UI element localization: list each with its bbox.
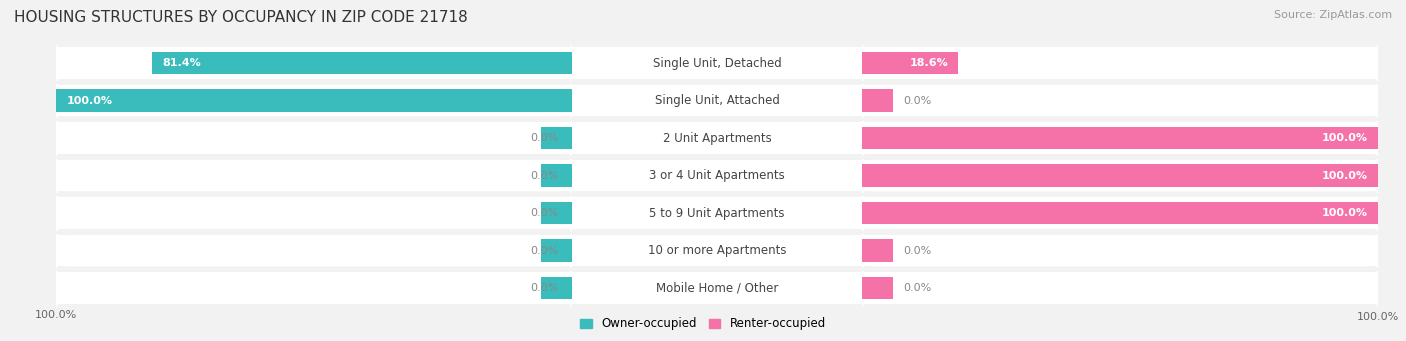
- FancyBboxPatch shape: [862, 229, 1378, 341]
- FancyBboxPatch shape: [56, 116, 572, 235]
- Text: 100.0%: 100.0%: [1322, 133, 1368, 143]
- FancyBboxPatch shape: [862, 89, 893, 112]
- FancyBboxPatch shape: [56, 41, 572, 160]
- Text: Source: ZipAtlas.com: Source: ZipAtlas.com: [1274, 10, 1392, 20]
- Text: 0.0%: 0.0%: [530, 133, 558, 143]
- Legend: Owner-occupied, Renter-occupied: Owner-occupied, Renter-occupied: [575, 313, 831, 335]
- Text: 100.0%: 100.0%: [1322, 208, 1368, 218]
- FancyBboxPatch shape: [862, 164, 1378, 187]
- Text: 2 Unit Apartments: 2 Unit Apartments: [662, 132, 772, 145]
- FancyBboxPatch shape: [862, 239, 893, 262]
- Text: 0.0%: 0.0%: [530, 283, 558, 293]
- FancyBboxPatch shape: [578, 235, 856, 266]
- FancyBboxPatch shape: [541, 127, 572, 149]
- FancyBboxPatch shape: [862, 191, 1378, 310]
- FancyBboxPatch shape: [862, 4, 1378, 122]
- Text: 0.0%: 0.0%: [530, 170, 558, 181]
- FancyBboxPatch shape: [572, 85, 1406, 116]
- Text: 100.0%: 100.0%: [1322, 170, 1368, 181]
- FancyBboxPatch shape: [578, 47, 856, 79]
- FancyBboxPatch shape: [572, 272, 1406, 304]
- FancyBboxPatch shape: [56, 85, 572, 116]
- FancyBboxPatch shape: [862, 41, 1378, 160]
- Text: Single Unit, Detached: Single Unit, Detached: [652, 57, 782, 70]
- FancyBboxPatch shape: [56, 4, 572, 122]
- FancyBboxPatch shape: [862, 202, 1378, 224]
- FancyBboxPatch shape: [862, 116, 1378, 235]
- FancyBboxPatch shape: [578, 272, 856, 304]
- FancyBboxPatch shape: [862, 197, 1378, 229]
- Text: 0.0%: 0.0%: [530, 246, 558, 256]
- FancyBboxPatch shape: [541, 277, 572, 299]
- FancyBboxPatch shape: [862, 154, 1378, 272]
- Text: 3 or 4 Unit Apartments: 3 or 4 Unit Apartments: [650, 169, 785, 182]
- FancyBboxPatch shape: [56, 154, 572, 272]
- Text: 100.0%: 100.0%: [66, 95, 112, 106]
- Text: 81.4%: 81.4%: [163, 58, 201, 68]
- FancyBboxPatch shape: [862, 235, 1378, 266]
- FancyBboxPatch shape: [862, 47, 1378, 79]
- FancyBboxPatch shape: [56, 197, 572, 229]
- FancyBboxPatch shape: [578, 160, 856, 191]
- FancyBboxPatch shape: [541, 202, 572, 224]
- Text: 10 or more Apartments: 10 or more Apartments: [648, 244, 786, 257]
- FancyBboxPatch shape: [56, 191, 572, 310]
- Text: Mobile Home / Other: Mobile Home / Other: [655, 282, 779, 295]
- FancyBboxPatch shape: [572, 47, 1406, 79]
- Text: 0.0%: 0.0%: [904, 283, 932, 293]
- FancyBboxPatch shape: [56, 89, 572, 112]
- FancyBboxPatch shape: [578, 85, 856, 116]
- FancyBboxPatch shape: [56, 122, 572, 154]
- FancyBboxPatch shape: [572, 197, 1406, 229]
- FancyBboxPatch shape: [862, 122, 1378, 154]
- FancyBboxPatch shape: [578, 122, 856, 154]
- FancyBboxPatch shape: [862, 85, 1378, 116]
- FancyBboxPatch shape: [56, 160, 572, 191]
- FancyBboxPatch shape: [862, 277, 893, 299]
- Text: 0.0%: 0.0%: [904, 246, 932, 256]
- Text: 5 to 9 Unit Apartments: 5 to 9 Unit Apartments: [650, 207, 785, 220]
- Text: 18.6%: 18.6%: [910, 58, 948, 68]
- FancyBboxPatch shape: [862, 52, 959, 74]
- FancyBboxPatch shape: [56, 47, 572, 79]
- FancyBboxPatch shape: [152, 52, 572, 74]
- Text: HOUSING STRUCTURES BY OCCUPANCY IN ZIP CODE 21718: HOUSING STRUCTURES BY OCCUPANCY IN ZIP C…: [14, 10, 468, 25]
- FancyBboxPatch shape: [541, 164, 572, 187]
- FancyBboxPatch shape: [862, 79, 1378, 197]
- FancyBboxPatch shape: [862, 127, 1378, 149]
- FancyBboxPatch shape: [541, 239, 572, 262]
- FancyBboxPatch shape: [56, 272, 572, 304]
- Text: Single Unit, Attached: Single Unit, Attached: [655, 94, 779, 107]
- FancyBboxPatch shape: [578, 197, 856, 229]
- Text: 0.0%: 0.0%: [904, 95, 932, 106]
- FancyBboxPatch shape: [862, 272, 1378, 304]
- FancyBboxPatch shape: [862, 160, 1378, 191]
- FancyBboxPatch shape: [56, 79, 572, 197]
- Text: 0.0%: 0.0%: [530, 208, 558, 218]
- FancyBboxPatch shape: [56, 235, 572, 266]
- FancyBboxPatch shape: [572, 160, 1406, 191]
- FancyBboxPatch shape: [572, 122, 1406, 154]
- FancyBboxPatch shape: [56, 229, 572, 341]
- FancyBboxPatch shape: [572, 235, 1406, 266]
